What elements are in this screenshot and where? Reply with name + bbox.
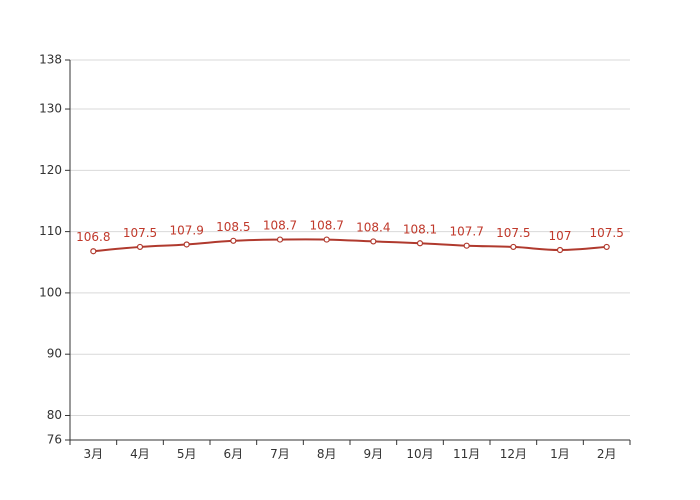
y-tick-label: 80 [47, 408, 62, 422]
data-point[interactable] [90, 248, 97, 255]
data-label: 107.9 [169, 223, 203, 237]
labels: 106.8 107.5 107.9 108.5 108.7 108.7 108.4 108.1… [76, 219, 624, 245]
data-point[interactable] [556, 246, 564, 254]
data-point[interactable] [230, 237, 237, 244]
data-label: 107.5 [496, 226, 530, 240]
data-point[interactable] [323, 236, 330, 243]
x-tick-label: 9月 [364, 447, 384, 461]
axes: 76 80 90 100 110 120 130 138 3月 4月 5月 6月 7月 8月 9月 10月 11… [39, 53, 631, 461]
data-label: 108.1 [403, 222, 437, 236]
y-tick-label: 138 [39, 53, 62, 67]
data-label: 107.5 [589, 226, 623, 240]
x-tick-label: 5月 [177, 447, 197, 461]
series [90, 236, 610, 255]
data-label: 108.7 [309, 219, 343, 233]
data-label: 108.5 [216, 220, 250, 234]
y-tick-label: 120 [39, 163, 62, 177]
data-point[interactable] [510, 243, 517, 251]
x-tick-label: 1月 [550, 447, 570, 461]
data-label: 107.7 [449, 225, 483, 239]
data-point[interactable] [183, 241, 190, 248]
x-tick-label: 6月 [224, 447, 244, 461]
x-tick-label: 12月 [500, 447, 527, 461]
y-tick-label: 76 [47, 433, 62, 447]
grid-lines [70, 59, 630, 416]
y-tick-label: 130 [39, 102, 62, 116]
y-tick-label: 110 [39, 224, 62, 238]
x-tick-label: 2月 [597, 447, 617, 461]
x-tick-label: 3月 [84, 447, 104, 461]
x-tick-label: 8月 [317, 447, 337, 461]
x-tick-label: 7月 [270, 447, 290, 461]
data-point[interactable] [416, 240, 424, 247]
series-line [93, 238, 607, 253]
data-point[interactable] [603, 243, 610, 251]
x-tick-label: 10月 [406, 447, 433, 461]
data-label: 107 [549, 229, 572, 243]
x-tick-label: 11月 [453, 447, 480, 461]
data-point[interactable] [276, 236, 284, 243]
y-tick-label: 100 [39, 285, 62, 299]
data-label: 106.8 [76, 230, 110, 244]
data-point[interactable] [370, 238, 377, 245]
y-tick-label: 90 [47, 347, 62, 361]
data-point[interactable] [136, 243, 144, 251]
data-label: 108.7 [263, 219, 297, 233]
x-tick-label: 4月 [130, 447, 150, 461]
data-label: 107.5 [123, 226, 157, 240]
data-label: 108.4 [356, 220, 390, 234]
data-point[interactable] [463, 242, 470, 249]
